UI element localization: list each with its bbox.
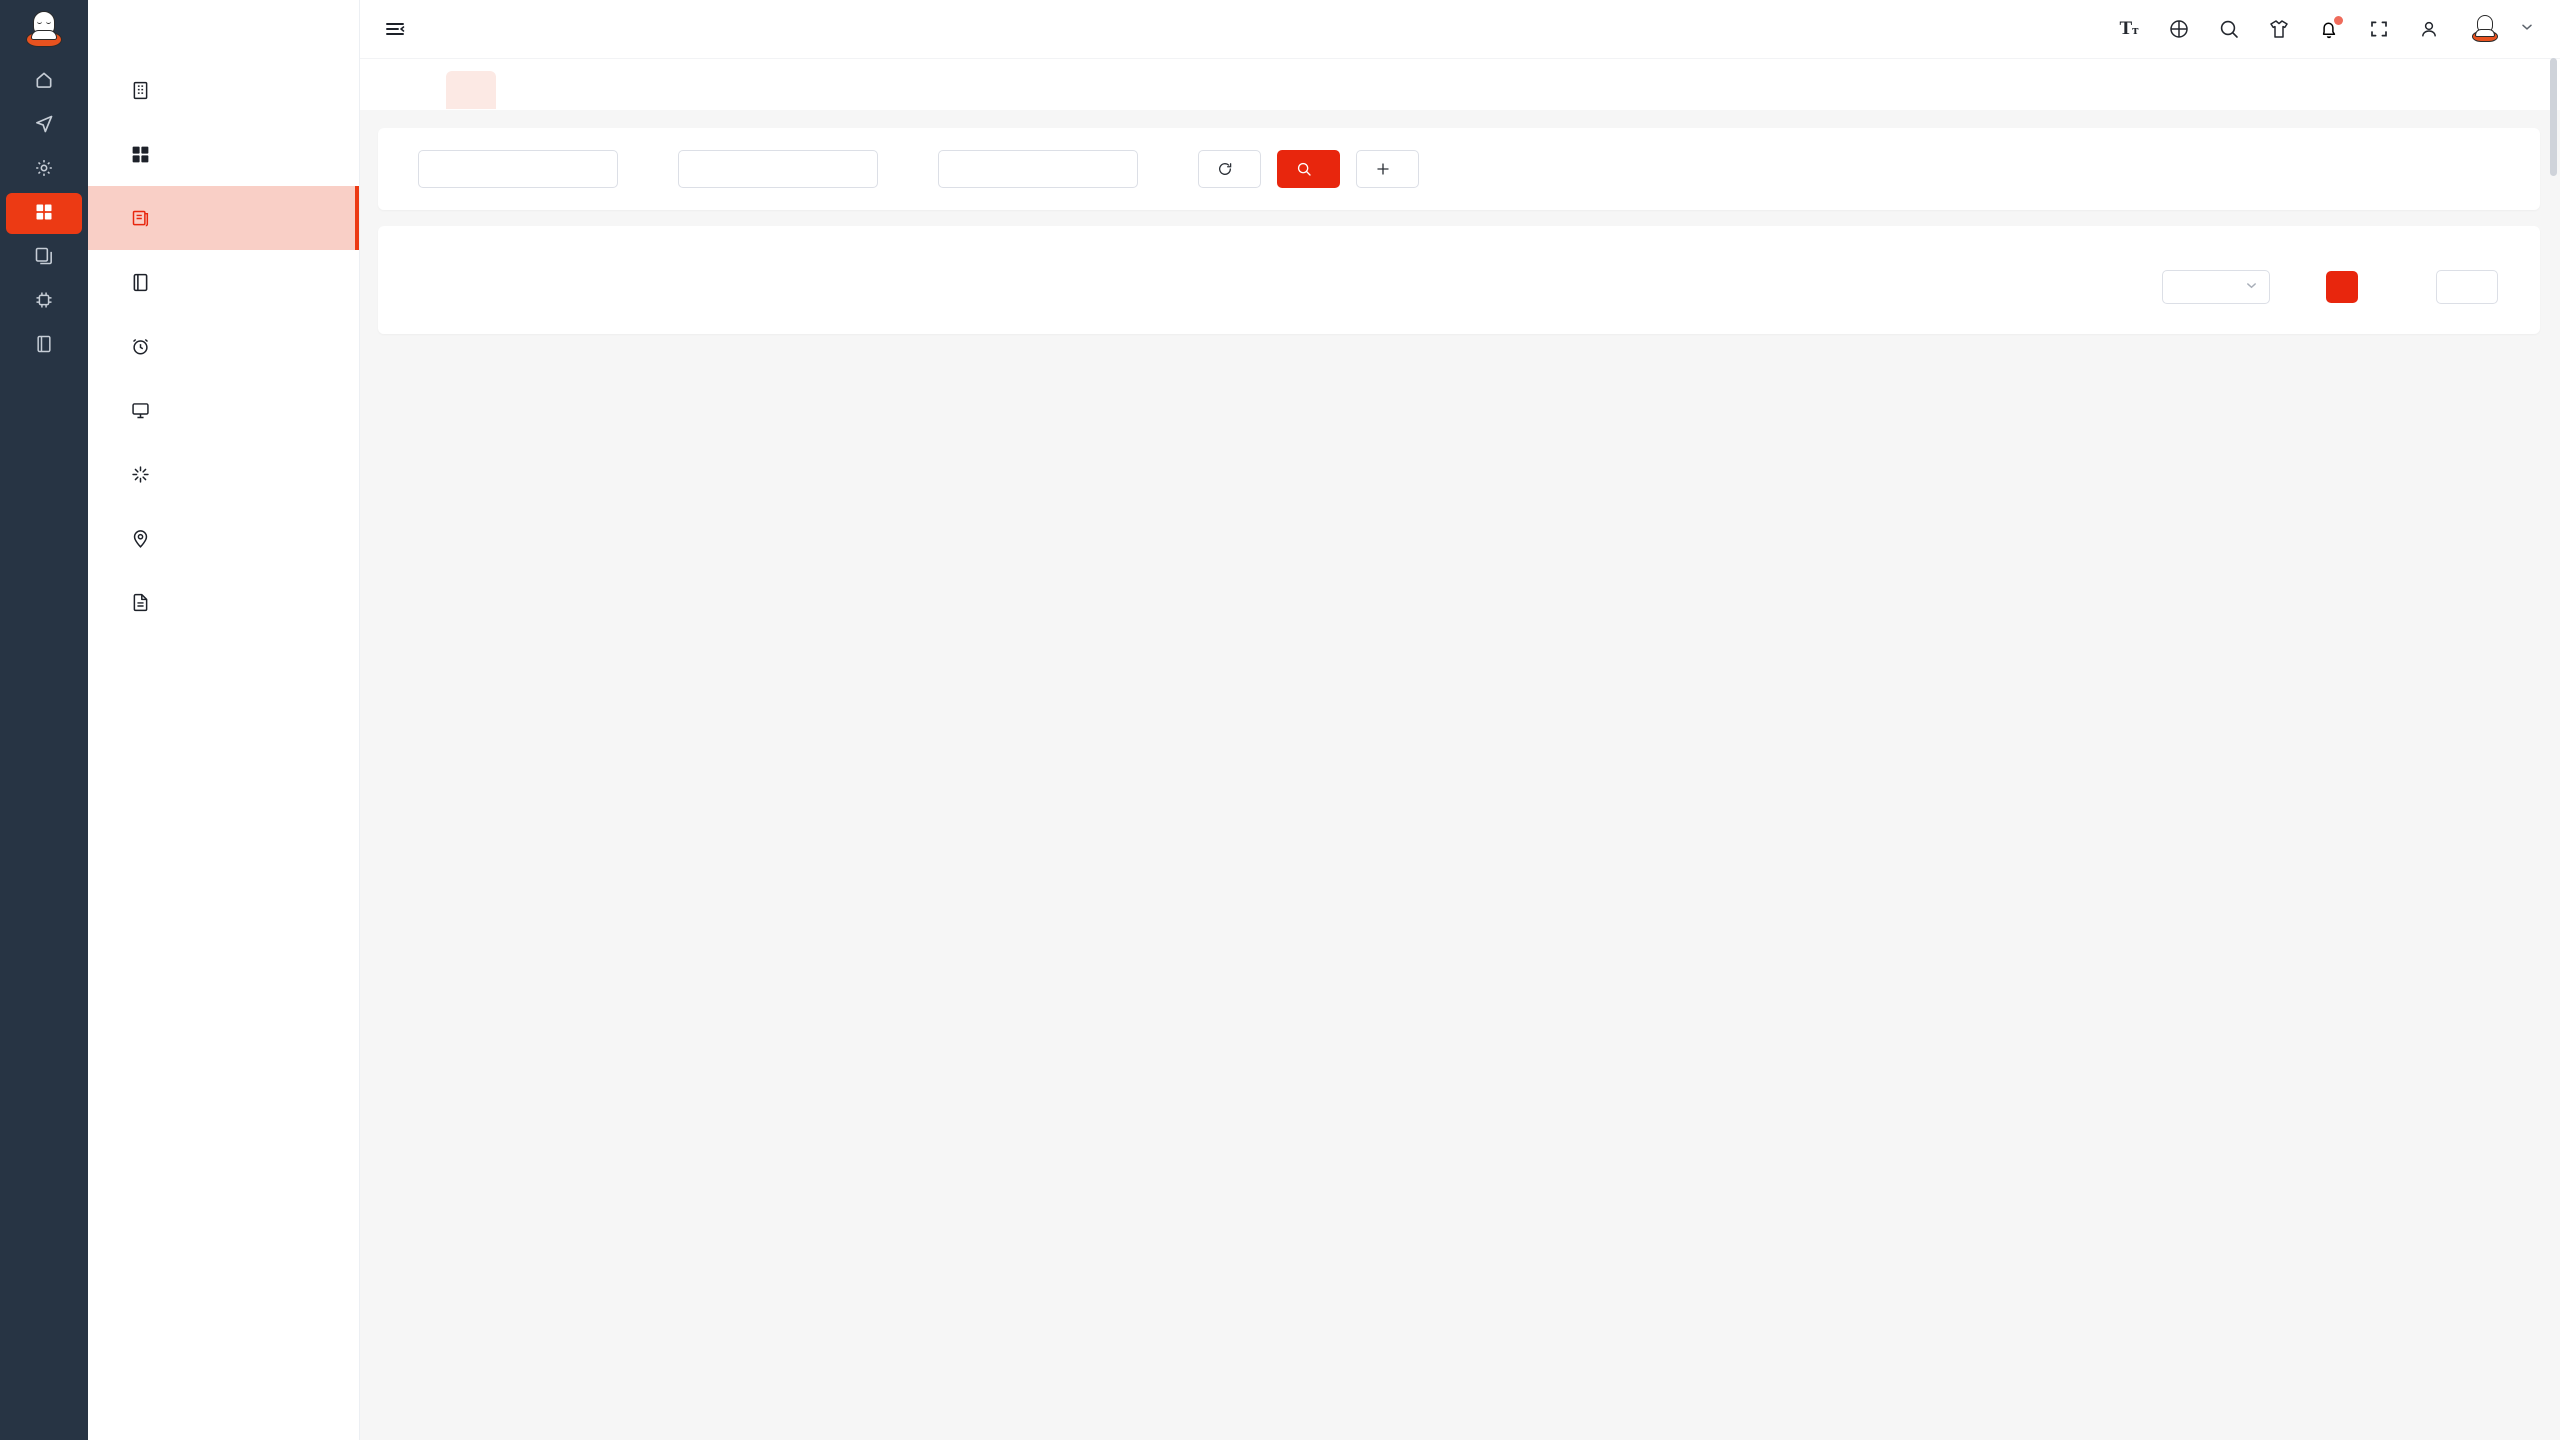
sidebar-item-7[interactable] bbox=[88, 506, 359, 570]
gear-icon bbox=[34, 158, 54, 178]
scrollbar-thumb[interactable] bbox=[2550, 58, 2557, 176]
language-icon[interactable] bbox=[2168, 18, 2190, 40]
sidebar-item-1[interactable] bbox=[88, 122, 359, 186]
data-table-card bbox=[378, 226, 2540, 334]
plus-icon bbox=[1375, 161, 1391, 177]
home-icon bbox=[34, 70, 54, 90]
page-size-select[interactable] bbox=[2162, 270, 2270, 304]
notification-dot bbox=[2334, 16, 2343, 25]
document-icon bbox=[130, 208, 151, 229]
user-menu[interactable] bbox=[2470, 14, 2534, 44]
add-button[interactable] bbox=[1356, 150, 1419, 188]
goto-page-input[interactable] bbox=[2436, 270, 2498, 304]
user-icon[interactable] bbox=[2418, 18, 2440, 40]
sidebar-item-4[interactable] bbox=[88, 314, 359, 378]
monk-avatar-icon bbox=[2470, 14, 2500, 44]
sidebar-item-5[interactable] bbox=[88, 378, 359, 442]
header-actions: Tт bbox=[2118, 14, 2534, 44]
alarm-icon bbox=[130, 336, 151, 357]
grid-icon bbox=[130, 144, 151, 165]
secondary-sidebar bbox=[88, 0, 360, 1440]
file-icon bbox=[130, 592, 151, 613]
font-size-icon[interactable]: Tт bbox=[2119, 18, 2139, 39]
group-code-input[interactable] bbox=[938, 150, 1138, 188]
theme-shirt-icon[interactable] bbox=[2268, 18, 2290, 40]
app-logo[interactable] bbox=[0, 0, 88, 58]
rail-item-4[interactable] bbox=[6, 237, 82, 278]
building-icon bbox=[130, 80, 151, 101]
page-number-1[interactable] bbox=[2326, 271, 2358, 303]
location-icon bbox=[130, 528, 151, 549]
search-icon bbox=[1296, 161, 1312, 177]
pagination bbox=[404, 248, 2514, 324]
config-name-input[interactable] bbox=[418, 150, 618, 188]
sidebar-item-6[interactable] bbox=[88, 442, 359, 506]
sidebar-item-3[interactable] bbox=[88, 250, 359, 314]
navigate-icon bbox=[34, 114, 54, 134]
sparkle-icon bbox=[130, 464, 151, 485]
sidebar-item-0[interactable] bbox=[88, 58, 359, 122]
vertical-scrollbar[interactable] bbox=[2549, 58, 2558, 1440]
filter-field-1 bbox=[664, 150, 878, 188]
top-header: Tт bbox=[360, 0, 2560, 58]
next-page-button[interactable] bbox=[2370, 271, 2402, 303]
main-region: Tт bbox=[360, 0, 2560, 1440]
monitor-icon bbox=[130, 400, 151, 421]
rail-item-1[interactable] bbox=[6, 105, 82, 146]
chevron-down-icon bbox=[2245, 279, 2258, 295]
tab-0[interactable] bbox=[396, 71, 436, 109]
brand-title bbox=[88, 0, 359, 58]
chip-icon bbox=[34, 290, 54, 310]
page-content bbox=[360, 110, 2560, 1440]
fullscreen-icon[interactable] bbox=[2368, 18, 2390, 40]
rail-item-2[interactable] bbox=[6, 149, 82, 190]
refresh-icon bbox=[1217, 161, 1233, 177]
copy-icon bbox=[34, 246, 54, 266]
search-icon[interactable] bbox=[2218, 18, 2240, 40]
rail-item-6[interactable] bbox=[6, 325, 82, 366]
filter-bar bbox=[378, 128, 2540, 210]
hamburger-icon[interactable] bbox=[384, 18, 406, 40]
reset-button[interactable] bbox=[1198, 150, 1261, 188]
rail-item-3[interactable] bbox=[6, 193, 82, 234]
book-icon bbox=[34, 334, 54, 354]
tab-strip bbox=[360, 58, 2560, 110]
notification-bell-icon[interactable] bbox=[2318, 16, 2343, 40]
filter-field-2 bbox=[924, 150, 1138, 188]
sidebar-item-2[interactable] bbox=[88, 186, 359, 250]
sidebar-item-8[interactable] bbox=[88, 570, 359, 634]
search-button[interactable] bbox=[1277, 150, 1340, 188]
icon-rail-sidebar bbox=[0, 0, 88, 1440]
filter-field-0 bbox=[404, 150, 618, 188]
config-code-input[interactable] bbox=[678, 150, 878, 188]
monk-logo-icon bbox=[24, 9, 64, 49]
chevron-down-icon bbox=[2520, 20, 2534, 39]
rail-item-0[interactable] bbox=[6, 61, 82, 102]
tab-1[interactable] bbox=[446, 71, 496, 109]
book-icon bbox=[130, 272, 151, 293]
grid-icon bbox=[34, 202, 54, 222]
rail-item-5[interactable] bbox=[6, 281, 82, 322]
prev-page-button[interactable] bbox=[2282, 271, 2314, 303]
